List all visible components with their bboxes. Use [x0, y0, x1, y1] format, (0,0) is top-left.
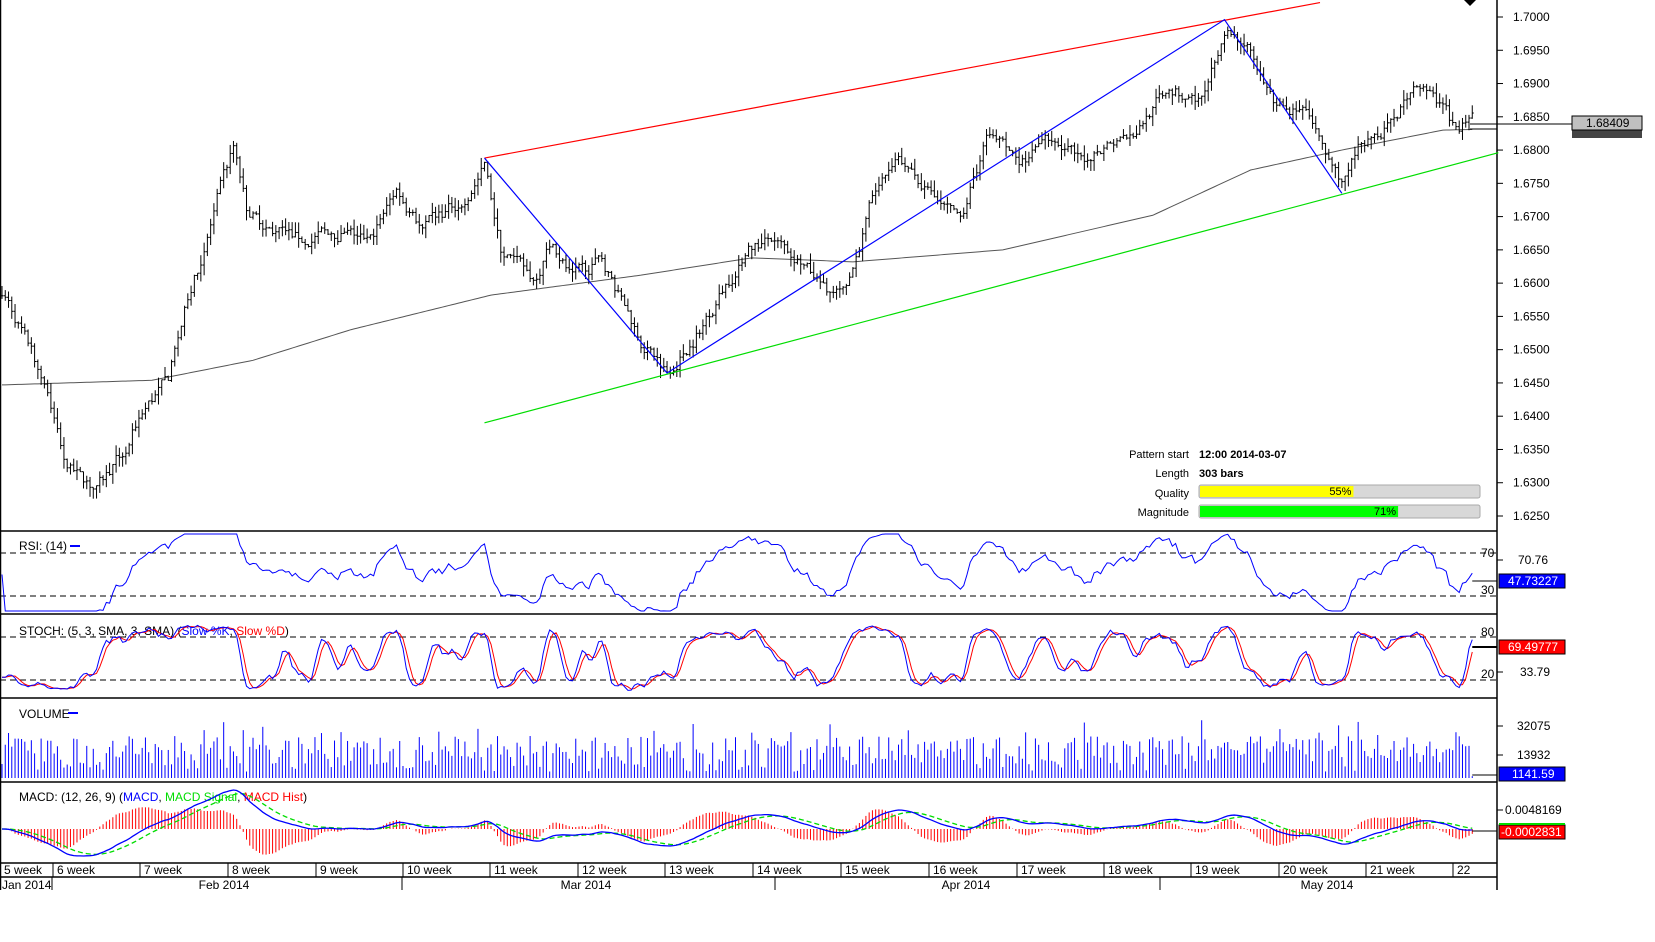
rsi-title: RSI: (14) — [19, 539, 67, 553]
pattern-start-value: 12:00 2014-03-07 — [1199, 449, 1286, 461]
stoch-axis-label: 33.79 — [1520, 665, 1550, 679]
week-label: 7 week — [144, 863, 183, 877]
week-label: 19 week — [1195, 863, 1241, 877]
stoch-value-box — [1498, 639, 1566, 655]
week-label: 21 week — [1370, 863, 1416, 877]
week-label: 9 week — [320, 863, 359, 877]
volume-pane: VOLUME 32075 13932 1141.59 — [1, 707, 1566, 782]
price-tick-label: 1.6250 — [1513, 509, 1550, 523]
rsi-pane: RSI: (14) 70 30 70.76 47.73227 — [0, 533, 1566, 612]
macd-current-value: -0.0002831 — [1501, 825, 1562, 839]
stoch-title: STOCH: (5, 3, SMA, 3, SMA) (Slow %K, Slo… — [19, 624, 289, 638]
support-trend-line — [484, 152, 1499, 424]
month-label: Mar 2014 — [561, 878, 612, 892]
moving-average-line — [1, 128, 1473, 386]
price-tick-label: 1.6750 — [1513, 176, 1550, 190]
month-label: Feb 2014 — [199, 878, 250, 892]
stoch-current-value: 69.49777 — [1508, 640, 1558, 654]
rsi-level-30: 30 — [1481, 583, 1495, 597]
volume-title: VOLUME — [19, 707, 70, 721]
price-tick-label: 1.6600 — [1513, 276, 1550, 290]
macd-pane: MACD: (12, 26, 9) (MACD, MACD Signal, MA… — [1, 789, 1566, 857]
week-label: 10 week — [407, 863, 453, 877]
volume-axis-label-1: 32075 — [1517, 719, 1551, 733]
month-label: Apr 2014 — [942, 878, 991, 892]
price-bars — [0, 26, 1474, 499]
pane-borders — [0, 0, 1498, 890]
price-tick-label: 1.6800 — [1513, 143, 1550, 157]
price-axis: 1.7000 1.6950 1.6900 1.6850 1.6800 1.6750 1.67… — [1497, 10, 1550, 523]
rsi-current-value: 47.73227 — [1508, 574, 1558, 588]
volume-axis-label-2: 13932 — [1517, 748, 1551, 762]
pattern-start-label: Pattern start — [1129, 449, 1189, 461]
price-tick-label: 1.6850 — [1513, 110, 1550, 124]
volume-value-box — [1498, 766, 1566, 782]
week-label: 5 week — [4, 863, 43, 877]
macd-signal-line — [1, 792, 1473, 855]
week-label: 17 week — [1021, 863, 1067, 877]
price-tick-label: 1.6650 — [1513, 243, 1550, 257]
price-tick-label: 1.6450 — [1513, 376, 1550, 390]
zigzag-trend-line — [484, 18, 1343, 374]
stoch-level-80: 80 — [1481, 625, 1495, 639]
price-tick-label: 1.6350 — [1513, 442, 1550, 456]
macd-title: MACD: (12, 26, 9) (MACD, MACD Signal, MA… — [19, 790, 307, 804]
rsi-level-70: 70 — [1481, 546, 1495, 560]
stoch-pane: STOCH: (5, 3, SMA, 3, SMA) (Slow %K, Slo… — [0, 624, 1566, 691]
length-value: 303 bars — [1199, 468, 1244, 480]
magnitude-bar-fill — [1200, 506, 1399, 517]
week-label: 12 week — [582, 863, 628, 877]
quality-bar-fill — [1200, 486, 1354, 497]
ma-line — [1, 128, 1473, 386]
week-label: 8 week — [232, 863, 271, 877]
rsi-value-box — [1498, 573, 1566, 589]
rsi-line — [1, 533, 1473, 612]
price-tick-label: 1.6300 — [1513, 476, 1550, 490]
magnitude-label: Magnitude — [1138, 507, 1189, 519]
macd-axis-label: 0.0048169 — [1505, 803, 1562, 817]
week-label: 14 week — [757, 863, 803, 877]
stoch-d-line — [1, 626, 1473, 690]
pattern-info: Pattern start 12:00 2014-03-07 Length 30… — [1129, 449, 1481, 519]
rsi-axis-label: 70.76 — [1518, 553, 1548, 567]
week-label: 22 — [1457, 863, 1471, 877]
stoch-level-20: 20 — [1481, 667, 1495, 681]
week-label: 18 week — [1108, 863, 1154, 877]
magnitude-value: 71% — [1374, 506, 1396, 518]
week-label: 13 week — [669, 863, 715, 877]
stoch-k-line — [1, 624, 1473, 691]
volume-current-value: 1141.59 — [1512, 767, 1555, 781]
price-tick-label: 1.6400 — [1513, 409, 1550, 423]
macd-line — [1, 789, 1473, 857]
length-label: Length — [1155, 468, 1189, 480]
week-label: 6 week — [57, 863, 96, 877]
time-axis: 5 week 6 week 7 week 8 week 9 week 10 week 11 … — [0, 863, 1471, 892]
price-tick-label: 1.6900 — [1513, 77, 1550, 91]
price-tick-label: 1.6550 — [1513, 309, 1550, 323]
month-label: Jan 2014 — [2, 878, 52, 892]
price-tick-label: 1.6950 — [1513, 43, 1550, 57]
week-label: 20 week — [1283, 863, 1329, 877]
price-tick-label: 1.6700 — [1513, 210, 1550, 224]
quality-label: Quality — [1155, 488, 1190, 500]
price-tick-label: 1.7000 — [1513, 10, 1550, 24]
quality-value: 55% — [1329, 486, 1351, 498]
marker-triangle-icon — [1464, 0, 1476, 6]
week-label: 15 week — [845, 863, 891, 877]
current-price-box — [1571, 115, 1643, 131]
current-price-label: 1.68409 — [1586, 116, 1630, 130]
month-label: May 2014 — [1301, 878, 1354, 892]
week-label: 11 week — [494, 863, 539, 877]
week-label: 16 week — [933, 863, 979, 877]
price-tick-label: 1.6500 — [1513, 343, 1550, 357]
trend-lines — [484, 1, 1499, 424]
resistance-trend-line — [484, 1, 1321, 159]
